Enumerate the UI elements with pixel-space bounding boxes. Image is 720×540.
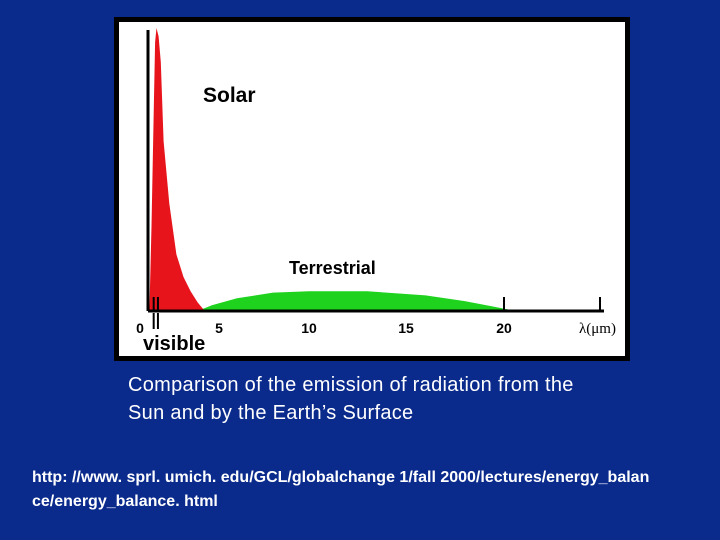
source-url-line-1[interactable]: http: //www. sprl. umich. edu/GCL/global… [32,469,650,486]
series-label-terrestrial: Terrestrial [289,258,376,278]
caption-line-2: Sun and by the Earth’s Surface [128,402,414,424]
x-tick-label-0: 0 [136,320,144,336]
figure-panel: 0 5 10 15 20 λ(μm) visible Solar Terrestrial [119,22,625,356]
x-tick-label-5: 5 [215,320,223,336]
visible-band-label: visible [143,333,205,355]
source-url[interactable]: http: //www. sprl. umich. edu/GCL/global… [32,466,682,514]
radiation-emission-chart: 0 5 10 15 20 λ(μm) visible Solar Terrestrial [136,28,616,355]
caption-line-1: Comparison of the emission of radiation … [128,374,574,396]
series-label-solar: Solar [203,84,256,107]
x-tick-label-20: 20 [496,320,512,336]
source-url-line-2[interactable]: ce/energy_balance. html [32,493,218,510]
figure-frame: 0 5 10 15 20 λ(μm) visible Solar Terrestrial [114,17,630,361]
x-axis-label: λ(μm) [579,321,616,337]
x-tick-label-10: 10 [301,320,317,336]
series-terrestrial-area [197,291,516,311]
figure-caption: Comparison of the emission of radiation … [128,371,688,427]
x-tick-label-15: 15 [398,320,414,336]
series-solar-area [149,28,205,311]
